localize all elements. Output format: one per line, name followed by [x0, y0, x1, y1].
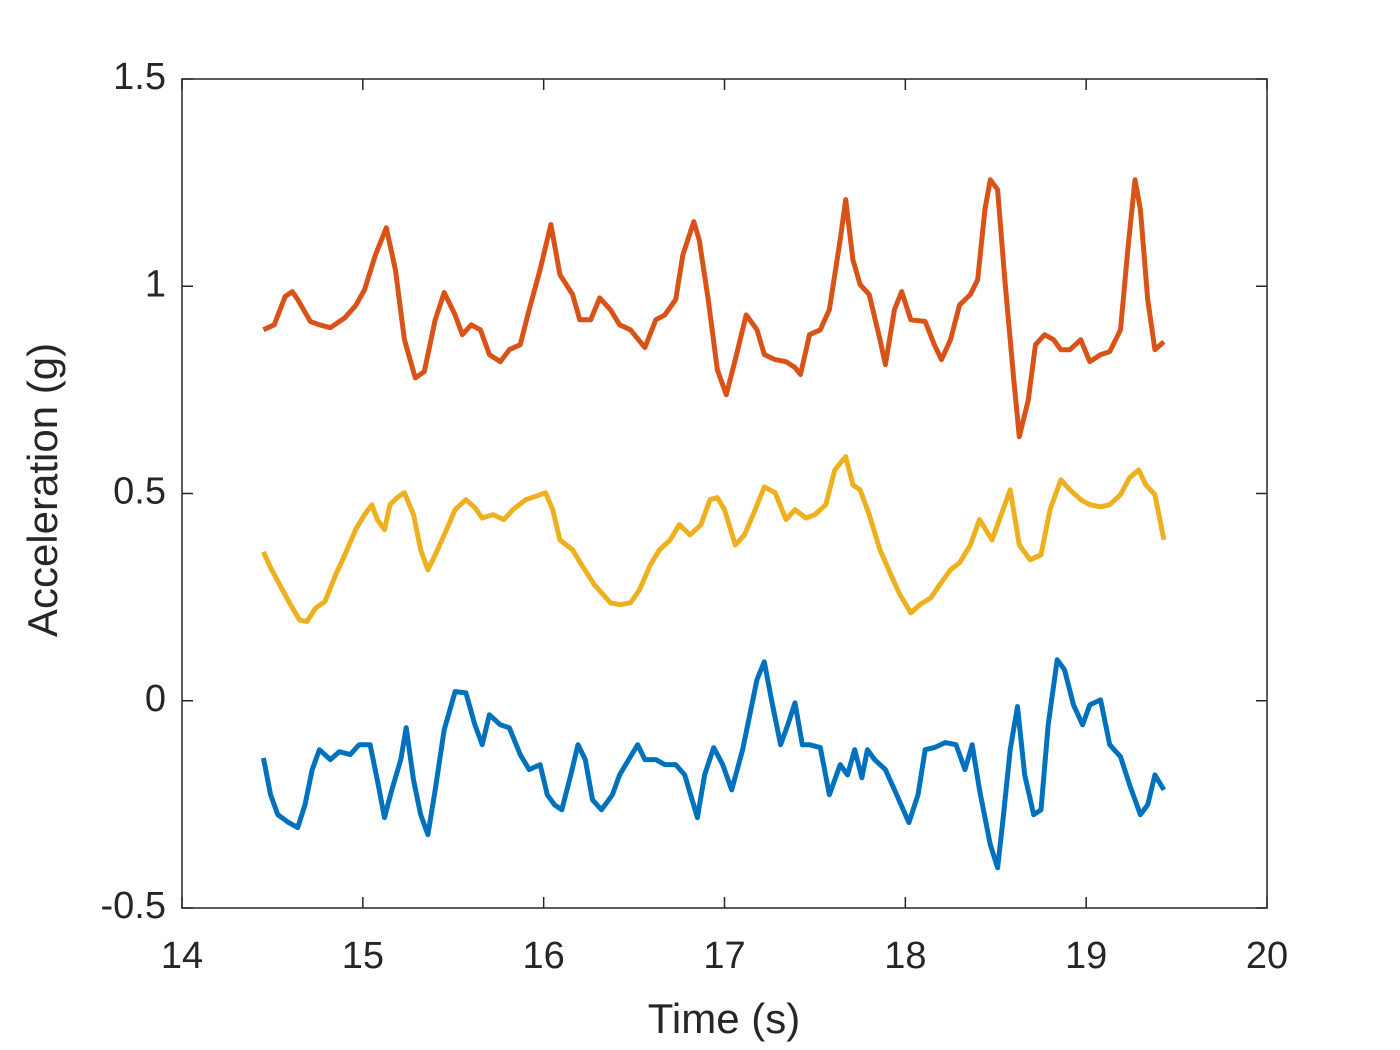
- y-tick-label: -0.5: [101, 885, 166, 927]
- x-axis-label: Time (s): [648, 995, 800, 1042]
- x-tick-label: 20: [1246, 935, 1288, 977]
- y-axis-label: Acceleration (g): [19, 343, 66, 637]
- x-tick-label: 17: [703, 935, 745, 977]
- x-tick-label: 15: [342, 935, 384, 977]
- y-tick-label: 0.5: [113, 471, 166, 513]
- data-line: [261, 454, 1167, 625]
- x-tick-label: 16: [523, 935, 565, 977]
- x-tick-label: 19: [1065, 935, 1107, 977]
- data-line: [260, 657, 1167, 871]
- y-tick-label: 1.5: [113, 56, 166, 98]
- plot-box: [181, 78, 1268, 909]
- data-line: [262, 177, 1166, 440]
- x-tick-label: 18: [884, 935, 926, 977]
- y-tick-label: 0: [145, 678, 166, 720]
- x-tick-label: 14: [161, 935, 203, 977]
- y-tick-label: 1: [145, 263, 166, 305]
